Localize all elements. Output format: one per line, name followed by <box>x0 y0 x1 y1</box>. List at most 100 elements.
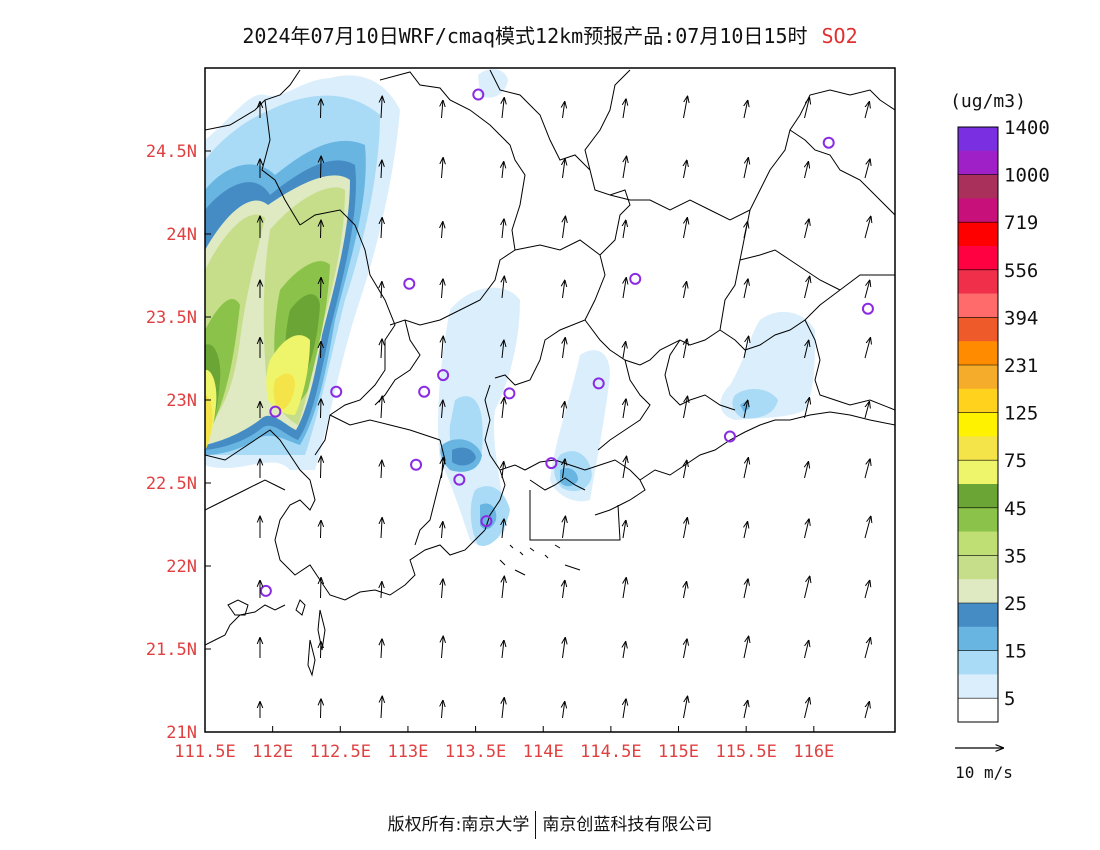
wind-arrow <box>744 400 748 419</box>
wind-arrow <box>623 521 626 539</box>
colorbar-swatch <box>958 246 998 271</box>
wind-arrow <box>381 218 382 239</box>
lon-tick-label: 115.5E <box>715 742 776 762</box>
colorbar-swatch <box>958 198 998 223</box>
lat-tick-label: 22.5N <box>146 474 197 494</box>
wind-arrow <box>864 338 870 359</box>
latitude-axis: 24.5N 24N 23.5N 23N 22.5N 22N 21.5N 21N <box>146 142 211 743</box>
wind-arrow <box>743 458 748 479</box>
lon-tick-label: 113E <box>387 742 428 762</box>
wind-arrow <box>381 160 382 179</box>
wind-arrow <box>804 641 809 659</box>
colorbar-swatch <box>958 603 998 628</box>
wind-arrow <box>502 519 504 539</box>
wind-arrow <box>381 582 382 599</box>
wind-arrow <box>321 521 322 539</box>
copyright-footer: 版权所有:南京大学 南京创蓝科技有限公司 <box>0 810 1100 839</box>
lon-tick-label: 111.5E <box>174 742 235 762</box>
station-marker <box>723 430 736 443</box>
station-marker <box>861 302 874 315</box>
wind-arrow <box>864 216 871 239</box>
wind-arrow <box>804 219 810 239</box>
wind-arrow <box>744 222 748 239</box>
lon-tick-label: 116E <box>793 742 834 762</box>
wind-arrow <box>804 98 810 119</box>
wind-arrow <box>381 282 382 299</box>
colorbar-swatch <box>958 579 998 604</box>
wind-arrow <box>804 698 810 719</box>
wind-arrow <box>502 698 504 719</box>
lat-tick-label: 22N <box>166 557 197 577</box>
wind-arrow <box>563 516 566 539</box>
wind-arrow <box>623 456 627 479</box>
wind-arrow <box>864 459 870 479</box>
wind-arrow <box>563 459 566 479</box>
wind-arrow <box>502 340 504 359</box>
colorbar-swatch <box>958 555 998 580</box>
station-marker <box>259 584 272 597</box>
wind-arrow <box>321 99 322 119</box>
wind-arrow <box>321 399 322 419</box>
wind-arrow <box>804 398 810 419</box>
colorbar-swatch <box>958 674 998 699</box>
wind-arrow <box>743 336 749 359</box>
copyright-company: 南京创蓝科技有限公司 <box>542 815 713 835</box>
colorbar-label: 719 <box>1004 212 1038 234</box>
station-marker <box>592 377 605 390</box>
lat-tick-label: 23N <box>166 391 197 411</box>
concentration-field <box>205 68 815 546</box>
wind-arrow <box>502 462 504 479</box>
wind-arrow <box>563 216 566 239</box>
wind-arrow <box>563 280 565 299</box>
colorbar: 5 15 25 35 45 75 125 231 394 556 719 1000 1400 <box>957 117 1050 723</box>
wind-arrow <box>563 338 566 359</box>
wind-arrow <box>744 522 748 539</box>
wind-arrow <box>683 696 688 719</box>
lon-tick-label: 115E <box>658 742 699 762</box>
wind-arrow <box>623 220 626 239</box>
wind-arrow <box>502 398 504 419</box>
wind-reference-key: 10 m/s <box>955 748 1013 782</box>
monitoring-stations <box>259 88 874 597</box>
colorbar-label: 25 <box>1004 593 1027 615</box>
wind-arrow <box>381 96 382 119</box>
colorbar-swatch <box>958 460 998 485</box>
wind-arrow <box>321 156 322 179</box>
copyright-owner: 版权所有:南京大学 <box>387 815 530 835</box>
station-marker <box>410 458 423 471</box>
colorbar-swatch <box>958 317 998 342</box>
station-marker <box>403 277 416 290</box>
wind-arrow <box>804 519 810 539</box>
wind-arrow <box>502 576 504 599</box>
wind-arrow <box>623 399 626 419</box>
lon-tick-label: 112E <box>252 742 293 762</box>
wind-arrow <box>684 460 687 479</box>
lat-tick-label: 24.5N <box>146 142 197 162</box>
wind-arrow <box>563 638 566 659</box>
station-marker <box>453 473 466 486</box>
station-marker <box>822 136 835 149</box>
wind-arrow <box>502 98 504 119</box>
wind-arrow <box>502 641 504 659</box>
wind-vectors <box>260 96 871 719</box>
wind-arrow <box>804 576 810 599</box>
colorbar-swatch <box>958 222 998 247</box>
wind-arrow <box>864 402 869 419</box>
wind-arrow <box>683 396 688 419</box>
wind-arrow <box>743 158 748 179</box>
wind-arrow <box>744 101 748 119</box>
wind-arrow <box>442 522 443 539</box>
station-marker <box>472 88 485 101</box>
wind-arrow <box>805 162 809 179</box>
wind-arrow <box>864 702 869 719</box>
colorbar-label: 35 <box>1004 545 1027 567</box>
colorbar-swatch <box>958 174 998 199</box>
reference-label: 10 m/s <box>955 763 1013 782</box>
station-marker <box>437 369 450 382</box>
wind-arrow <box>442 279 444 299</box>
wind-arrow <box>321 220 322 239</box>
wind-arrow <box>684 339 688 359</box>
wind-arrow <box>381 460 382 479</box>
wind-arrow <box>684 518 688 539</box>
